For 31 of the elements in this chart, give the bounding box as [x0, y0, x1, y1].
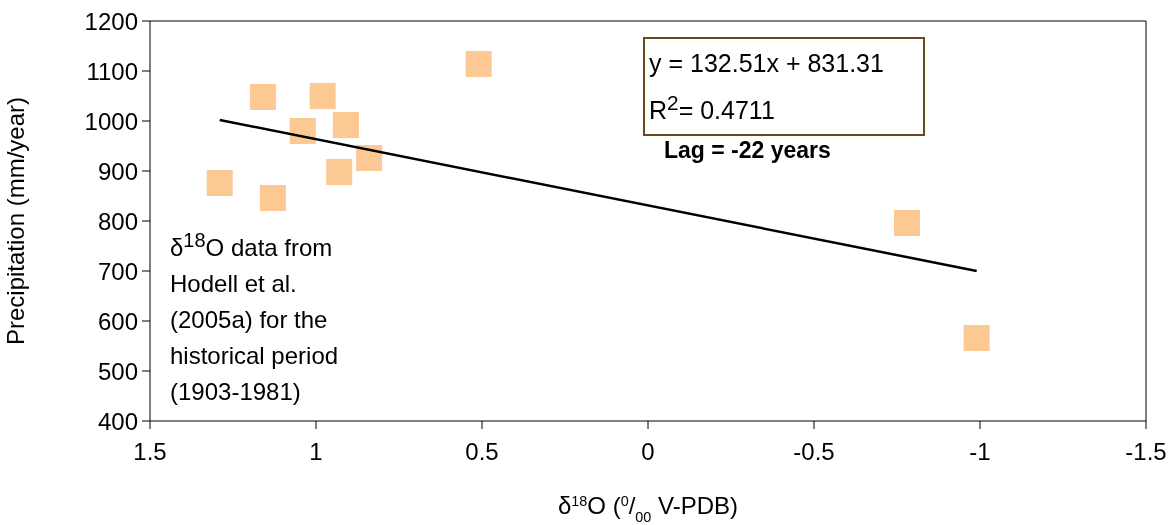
x-tick-label: 1.5: [133, 438, 167, 466]
y-tick-label: 1000: [84, 107, 138, 135]
point: [206, 170, 233, 196]
y-tick-label: 1100: [86, 57, 138, 85]
y-tick-label: 700: [97, 257, 138, 285]
y-tick-label: 1200: [84, 7, 138, 35]
point: [963, 325, 990, 351]
x-tick-label: 0: [641, 438, 655, 466]
x-tick-label: 1: [309, 438, 323, 466]
point: [259, 185, 286, 211]
point: [332, 112, 359, 138]
point: [309, 83, 336, 109]
point: [249, 84, 276, 110]
y-tick-label: 800: [97, 207, 138, 235]
x-tick-label: -1: [969, 438, 991, 466]
x-axis-title: δ$^{18}$O ($^{0}$/$_{00}$ V-PDB): [557, 492, 739, 525]
point: [326, 159, 353, 185]
y-axis-title: Precipitation (mm/year): [2, 96, 29, 346]
point: [893, 210, 920, 236]
x-tick-label: -1.5: [1125, 438, 1167, 466]
x-tick-label: 0.5: [465, 438, 499, 466]
point: [465, 51, 492, 77]
y-tick-label: 500: [97, 357, 138, 385]
annotation: δ$^{18}$O data from Hodell et al. (2005a) for the historical period (1903-1981): [170, 228, 340, 407]
y-tick-label: 900: [97, 157, 138, 185]
point: [289, 118, 316, 144]
y-tick-label: 400: [97, 407, 138, 435]
annotation: Lag = -22 years: [664, 137, 831, 164]
annotation: y = 132.51x + 831.31 R$^{2}$= 0.4711: [643, 37, 925, 137]
x-tick-label: -0.5: [793, 438, 835, 466]
y-tick-label: 600: [97, 307, 138, 335]
